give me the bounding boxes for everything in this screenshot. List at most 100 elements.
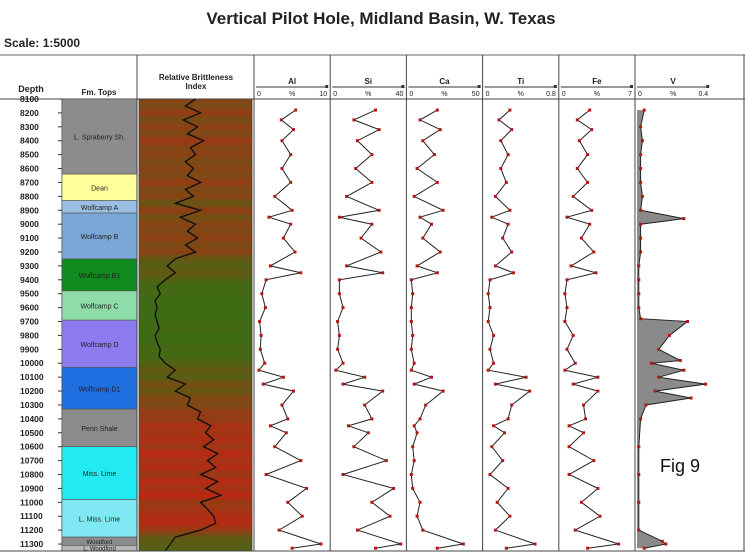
track-data-point bbox=[381, 389, 385, 393]
track-data-point bbox=[637, 445, 641, 449]
track-data-point bbox=[657, 375, 661, 379]
track-data-point bbox=[567, 445, 571, 449]
track-data-point bbox=[438, 128, 442, 132]
track-data-point bbox=[689, 396, 693, 400]
brittleness-track bbox=[138, 98, 253, 552]
track-unit-label: % bbox=[518, 91, 524, 98]
formation-label: L. Spraberry Sh. bbox=[74, 135, 125, 142]
formation-label: Dean bbox=[91, 185, 108, 192]
track-data-point bbox=[273, 194, 277, 198]
depth-tick-label: 8800 bbox=[20, 191, 39, 201]
track-data-point bbox=[582, 431, 585, 435]
track-data-point bbox=[281, 236, 285, 240]
depth-tick-label: 9300 bbox=[20, 261, 39, 271]
track-data-point bbox=[415, 431, 419, 435]
track-data-point bbox=[441, 389, 445, 393]
track-name: Ti bbox=[517, 77, 524, 86]
track-unit-label: % bbox=[670, 91, 676, 98]
track-data-point bbox=[637, 528, 641, 532]
track-data-point bbox=[263, 306, 267, 310]
depth-tick-label: 9500 bbox=[20, 289, 39, 299]
track-data-point bbox=[506, 222, 510, 226]
track-data-point bbox=[359, 236, 363, 240]
formation-band bbox=[61, 290, 138, 321]
track-data-point bbox=[664, 542, 668, 546]
figure-label: Fig 9 bbox=[660, 456, 700, 476]
formation-band bbox=[61, 499, 138, 538]
track-fe: Fe 0% 7 bbox=[558, 55, 633, 551]
track-curve bbox=[563, 109, 619, 549]
track-data-point bbox=[432, 153, 436, 157]
track-data-point bbox=[356, 139, 359, 143]
formation-label: Penn Shale bbox=[81, 426, 117, 433]
track-data-point bbox=[565, 278, 569, 282]
track-data-point bbox=[653, 389, 657, 393]
track-header-marker bbox=[630, 85, 633, 88]
track-data-point bbox=[341, 473, 345, 476]
track-min-label: 0 bbox=[486, 91, 490, 98]
depth-tick-label: 9100 bbox=[20, 233, 39, 243]
track-si: Si 0% 40 bbox=[329, 55, 405, 551]
track-data-point bbox=[639, 125, 643, 129]
track-data-point bbox=[258, 347, 262, 351]
track-header-marker bbox=[706, 85, 710, 88]
track-data-point bbox=[411, 486, 415, 490]
track-data-point bbox=[497, 118, 501, 122]
formation-label: Wolfcamp A bbox=[81, 205, 119, 212]
track-data-point bbox=[563, 292, 567, 296]
track-data-point bbox=[418, 215, 422, 219]
track-data-point bbox=[257, 368, 261, 372]
track-unit-label: % bbox=[289, 91, 295, 98]
track-data-point bbox=[573, 361, 577, 365]
track-data-point bbox=[337, 215, 341, 219]
track-data-point bbox=[292, 128, 295, 132]
track-data-point bbox=[571, 382, 575, 386]
depth-tick-label: 10600 bbox=[20, 442, 44, 452]
track-data-point bbox=[510, 250, 514, 254]
track-data-point bbox=[508, 208, 512, 212]
track-data-point bbox=[668, 333, 671, 337]
track-data-point bbox=[435, 108, 439, 112]
track-data-point bbox=[418, 500, 422, 504]
track-header-marker bbox=[401, 85, 405, 88]
depth-tick-label: 11300 bbox=[20, 539, 43, 549]
track-data-point bbox=[374, 108, 377, 112]
track-data-point bbox=[492, 361, 496, 365]
depth-tick-label: 11200 bbox=[20, 525, 43, 535]
track-data-point bbox=[418, 118, 422, 122]
track-data-point bbox=[563, 320, 567, 323]
track-name: V bbox=[670, 77, 676, 86]
track-data-point bbox=[639, 167, 643, 170]
track-data-point bbox=[286, 417, 290, 421]
formation-label: L. Woodford bbox=[83, 547, 116, 553]
track-header-marker bbox=[325, 85, 329, 88]
track-data-point bbox=[499, 139, 503, 143]
track-data-point bbox=[352, 445, 356, 449]
track-max-label: 7 bbox=[628, 91, 632, 98]
track-data-point bbox=[299, 271, 303, 275]
track-data-point bbox=[363, 375, 367, 379]
track-data-point bbox=[412, 361, 416, 365]
depth-tick-label: 9800 bbox=[20, 330, 39, 340]
track-data-point bbox=[639, 250, 643, 254]
track-data-point bbox=[412, 459, 416, 463]
track-data-point bbox=[388, 514, 392, 518]
track-data-point bbox=[290, 208, 294, 212]
track-data-point bbox=[510, 403, 514, 407]
track-data-point bbox=[596, 389, 600, 393]
track-data-point bbox=[370, 153, 374, 157]
track-data-point bbox=[596, 486, 600, 490]
track-data-point bbox=[409, 473, 413, 476]
track-data-point bbox=[592, 250, 596, 254]
track-data-point bbox=[289, 153, 293, 157]
track-name: Fe bbox=[592, 77, 602, 86]
track-data-point bbox=[492, 424, 496, 428]
track-data-point bbox=[571, 333, 575, 337]
track-name: Ca bbox=[439, 77, 450, 86]
track-data-point bbox=[486, 368, 490, 372]
track-data-point bbox=[370, 500, 374, 504]
depth-tick-label: 8700 bbox=[20, 177, 39, 187]
formation-band bbox=[61, 408, 138, 447]
track-data-point bbox=[441, 208, 445, 212]
